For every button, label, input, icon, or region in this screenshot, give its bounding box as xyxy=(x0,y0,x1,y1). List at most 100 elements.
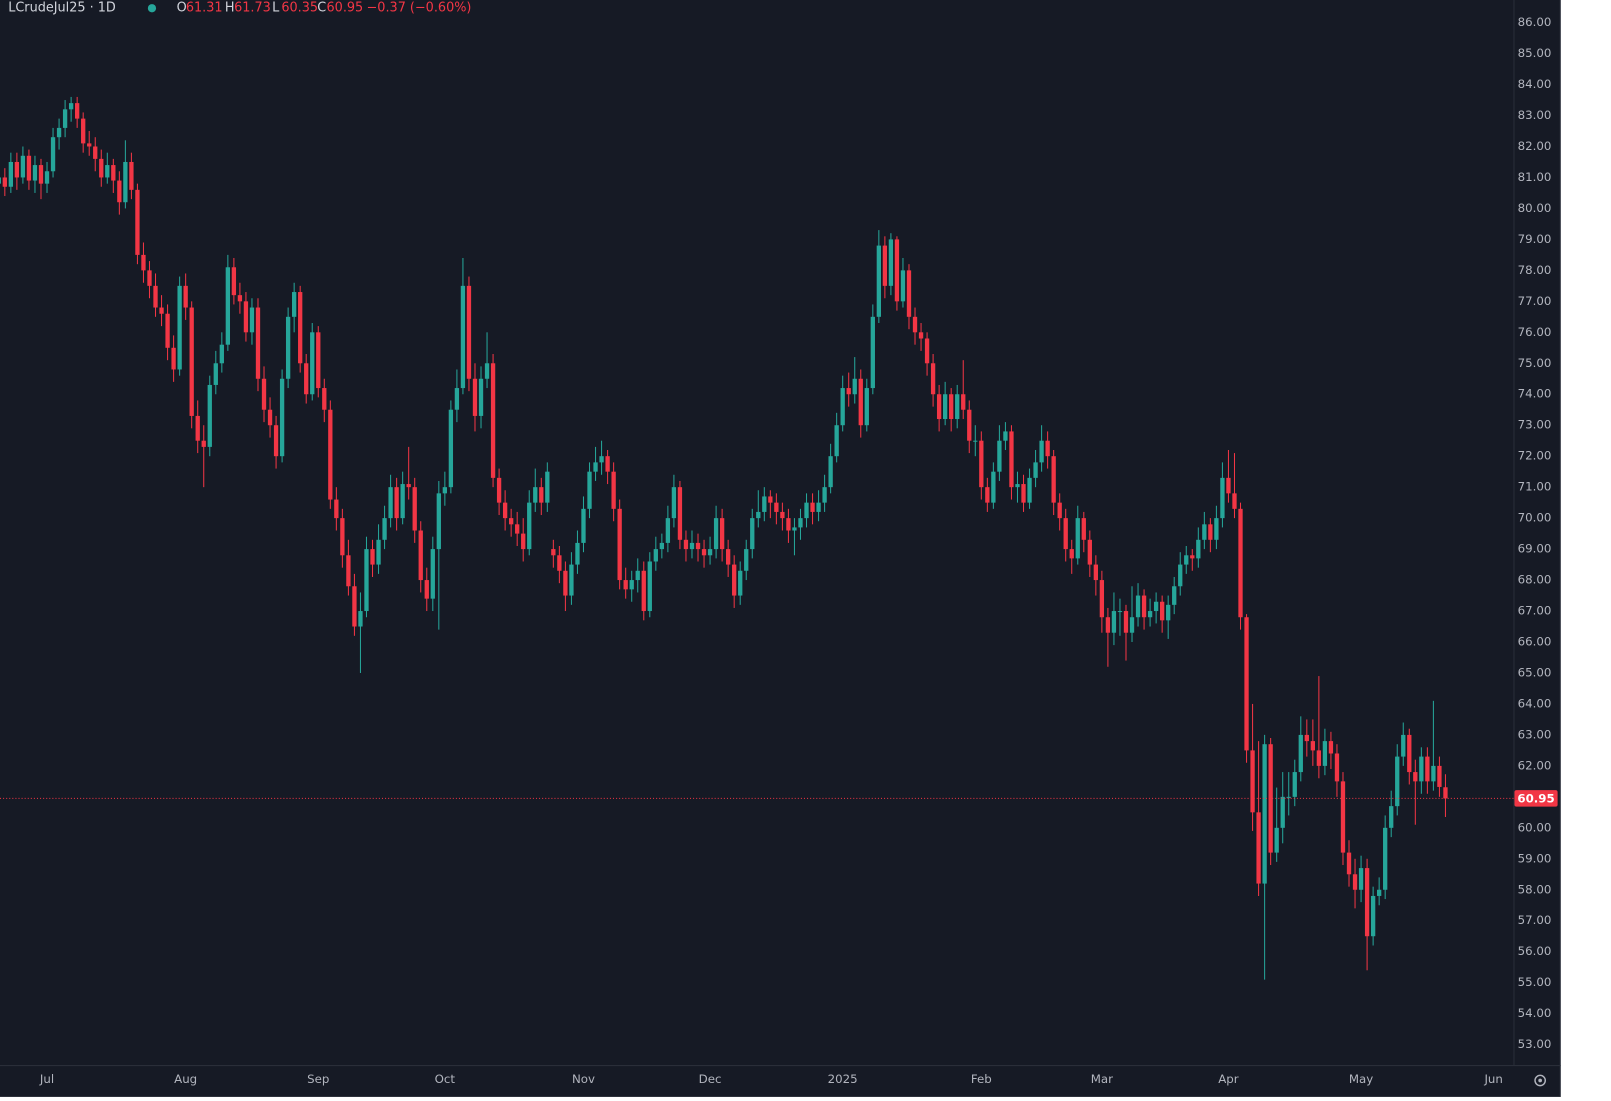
settings-icon[interactable] xyxy=(1534,1074,1547,1087)
settings-icon-center[interactable] xyxy=(1538,1078,1543,1083)
candle-body xyxy=(189,307,194,416)
candle-body xyxy=(961,394,966,410)
y-tick-label: 59.00 xyxy=(1518,851,1552,865)
last-price-label: 60.95 xyxy=(1517,791,1554,805)
candle-body xyxy=(629,580,634,590)
candle-body xyxy=(328,409,333,500)
candle-body xyxy=(8,161,14,187)
candle-body xyxy=(665,518,671,543)
symbol-label[interactable]: LCrudeJul25 · 1D xyxy=(8,1,116,16)
y-tick-label: 67.00 xyxy=(1518,604,1552,618)
candle-body xyxy=(231,267,237,296)
candle-body xyxy=(985,487,990,503)
candle-body xyxy=(322,388,327,410)
candle-body xyxy=(689,542,695,550)
candle-body xyxy=(1340,781,1346,853)
x-tick-label: Oct xyxy=(435,1072,456,1086)
candle-body xyxy=(1214,518,1219,540)
candle-body xyxy=(581,508,586,543)
candle-body xyxy=(442,487,448,494)
candle-body xyxy=(732,564,737,596)
candle-body xyxy=(1111,611,1117,633)
y-tick-label: 84.00 xyxy=(1518,77,1552,91)
y-tick-label: 57.00 xyxy=(1518,913,1552,927)
market-status-dot[interactable] xyxy=(147,4,157,13)
candle-body xyxy=(1208,524,1213,540)
candle-body xyxy=(1419,756,1424,782)
candle-body xyxy=(213,363,218,385)
candle-body xyxy=(304,363,309,395)
y-tick-label: 82.00 xyxy=(1518,139,1552,153)
candle-body xyxy=(1437,765,1442,787)
candle-body xyxy=(310,332,315,395)
settings-button[interactable] xyxy=(1534,1074,1547,1087)
candle-body xyxy=(1262,744,1267,884)
candle-body xyxy=(490,363,496,478)
candle-body xyxy=(900,270,906,302)
candle-body xyxy=(557,555,562,571)
candle-body xyxy=(267,409,273,426)
candle-body xyxy=(1250,750,1255,813)
candle-body xyxy=(1033,462,1038,478)
y-tick-label: 85.00 xyxy=(1518,46,1552,60)
candle-body xyxy=(44,171,50,184)
candle-body xyxy=(430,549,435,599)
candle-body xyxy=(1021,484,1026,503)
candle-body xyxy=(1226,477,1231,494)
candle-body xyxy=(171,347,176,370)
candle-body xyxy=(605,456,610,472)
candle-body xyxy=(68,103,74,110)
y-tick-label: 65.00 xyxy=(1518,665,1552,679)
candle-body xyxy=(105,165,110,178)
candle-body xyxy=(906,270,912,317)
candle-body xyxy=(1298,734,1303,773)
candle-body xyxy=(1045,440,1050,457)
candle-body xyxy=(81,118,86,144)
candle-body xyxy=(822,487,827,503)
y-tick-label: 68.00 xyxy=(1518,573,1552,587)
y-tick-label: 80.00 xyxy=(1518,201,1552,215)
candle-body xyxy=(695,542,701,550)
candle-body xyxy=(792,527,797,531)
candle-body xyxy=(279,378,285,457)
candle-body xyxy=(147,270,152,286)
candle-body xyxy=(1003,431,1008,441)
candle-body xyxy=(1027,477,1032,503)
candle-body xyxy=(677,487,683,540)
candle-body xyxy=(496,477,502,503)
candle-body xyxy=(918,332,924,339)
candle-body xyxy=(340,518,345,556)
candle-body xyxy=(159,307,164,314)
candle-body xyxy=(1196,539,1201,559)
candle-body xyxy=(635,570,640,581)
candle-body xyxy=(237,295,243,302)
candle-body xyxy=(955,394,960,420)
candle-body xyxy=(334,499,339,519)
candle-body xyxy=(0,177,1,184)
candle-body xyxy=(225,267,231,345)
y-tick-label: 55.00 xyxy=(1518,975,1552,989)
y-tick-label: 58.00 xyxy=(1518,882,1552,896)
candle-body xyxy=(810,502,815,512)
ohlc-value: 61.31 xyxy=(186,1,223,16)
candle-body xyxy=(798,518,803,528)
candle-body xyxy=(1153,601,1159,612)
candle-body xyxy=(424,580,429,599)
candle-body xyxy=(352,586,357,627)
candle-body xyxy=(936,394,942,420)
candle-body xyxy=(623,580,628,590)
candle-body xyxy=(1141,595,1147,618)
candle-body xyxy=(273,425,279,457)
candle-body xyxy=(738,570,743,596)
candle-body xyxy=(671,487,677,519)
candle-body xyxy=(1328,741,1334,754)
candle-body xyxy=(973,440,978,442)
candle-body xyxy=(358,611,363,627)
candle-body xyxy=(701,549,707,556)
candle-body xyxy=(20,155,26,178)
candle-body xyxy=(153,285,158,308)
candle-body xyxy=(1395,756,1400,807)
candle-body xyxy=(1178,564,1183,587)
candle-body xyxy=(942,394,948,420)
